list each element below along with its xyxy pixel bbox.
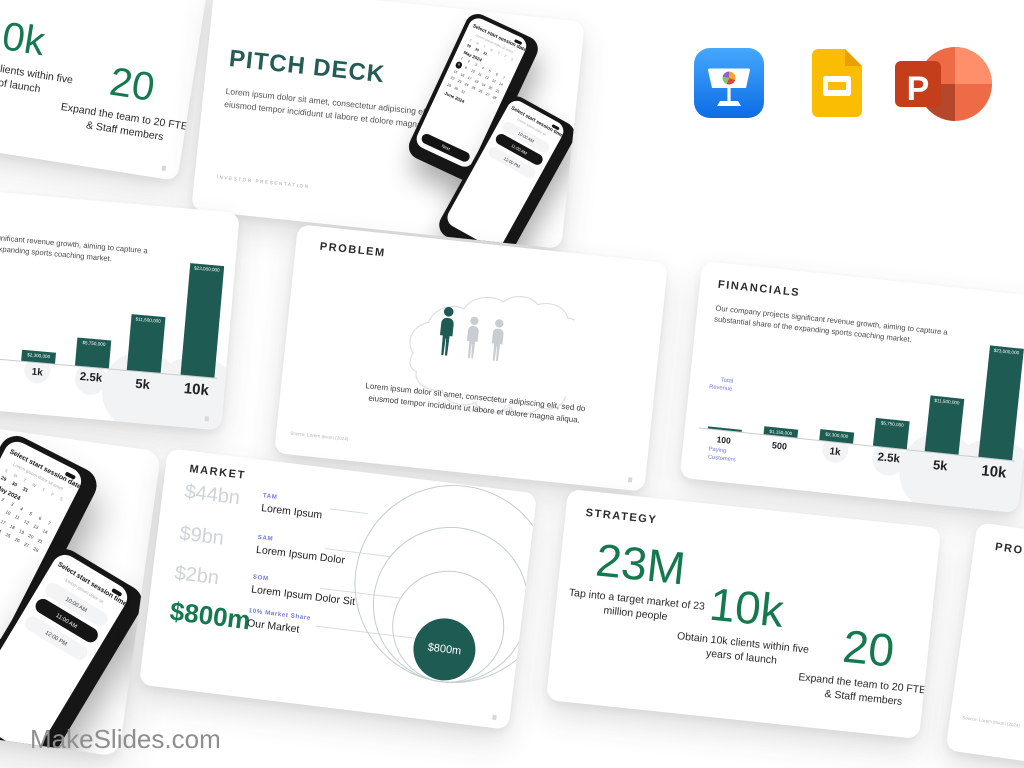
bar-value-label: $23,000,000: [993, 347, 1020, 355]
bar-column: $1,150,000 500: [757, 268, 822, 452]
slide-strategy: STRATEGY 23M Tap into a target market of …: [545, 488, 942, 740]
next-button: Next: [0, 593, 2, 637]
revenue-bar: $5,750,000: [872, 417, 910, 450]
weekday-label: F: [503, 53, 508, 59]
weekday-label: S: [510, 56, 515, 62]
strategy-stat: 20 Expand the team to 20 FTEs & Staff mem…: [57, 54, 202, 149]
bar-value-label: $2,300,000: [825, 431, 849, 439]
market-amount: $2bn: [173, 562, 221, 590]
prev-month-day: 31: [482, 50, 489, 56]
keynote-icon[interactable]: [694, 48, 764, 118]
revenue-bar: $5,750,000: [74, 337, 112, 369]
next-button: Next: [419, 132, 472, 164]
person-icon: [466, 316, 479, 359]
weekday-label: T: [497, 50, 501, 56]
stat-caption: Expand the team to 20 FTEs & Staff membe…: [797, 671, 932, 709]
weekday-label: M: [475, 40, 480, 46]
revenue-bar: $23,000,000: [180, 263, 225, 378]
slide-title: PROBLEM: [994, 541, 1024, 563]
slide-problem-partial: PROBLEM Source: Lorem Ipsum (2024): [945, 522, 1024, 768]
slide-pitch-deck: PITCH DECK Lorem ipsum dolor sit amet, c…: [191, 0, 585, 249]
svg-text:P: P: [907, 70, 930, 108]
prev-month-day: 29: [0, 474, 8, 482]
weekday-label: F: [50, 490, 56, 497]
weekday-label: T: [41, 486, 47, 493]
x-tick-label: 100: [716, 434, 732, 446]
weekday-label: S: [468, 37, 473, 43]
weekday-label: T: [22, 476, 28, 483]
slide-title: MARKET: [188, 463, 247, 482]
revenue-bar: $23,000,000: [978, 345, 1024, 461]
person-icon: [439, 306, 454, 356]
bar-value-label: $11,500,000: [934, 397, 960, 405]
source-note: Source: Lorem Ipsum (2024): [961, 715, 1021, 729]
slide-market: MARKET $44bn TAM Lorem Ipsum $9bn SAM Lorem I…: [138, 448, 538, 730]
page-number-mark: [161, 165, 167, 172]
prev-month-day: 31: [21, 485, 30, 493]
slide-title: PITCH DECK: [227, 45, 387, 89]
person-icons-group: [433, 305, 510, 362]
bar-value-label: $5,750,000: [82, 339, 106, 347]
google-slides-icon[interactable]: [812, 49, 862, 117]
weekday-label: S: [59, 495, 65, 502]
bar-value-label: $1,150,000: [769, 428, 793, 436]
x-tick-label: 1k: [31, 366, 44, 379]
strategy-stat: 20 Expand the team to 20 FTEs & Staff mem…: [795, 618, 938, 712]
bar-value-label: $11,500,000: [135, 316, 162, 324]
bar-column: $2,300,000 1k: [14, 195, 76, 379]
revenue-bar: $11,500,000: [126, 314, 166, 373]
bar-column: $5,750,000 2.5k: [68, 199, 130, 385]
slide-financials-partial: FINANCIALS Our company projects signific…: [0, 183, 240, 431]
x-axis-label: Paying Customers: [707, 446, 737, 464]
page-number-mark: [492, 714, 497, 721]
slide-problem: PROBLEM Lorem ipsum dolor sit amet, cons…: [273, 224, 669, 492]
prev-month-day: 29: [466, 42, 472, 49]
page-number-mark: [204, 415, 210, 422]
weekday-label: M: [12, 471, 19, 479]
region-map-outline: [409, 296, 578, 415]
revenue-bar: $1,150,000: [763, 426, 799, 438]
x-tick-label: 500: [771, 440, 788, 452]
weekday-label: T: [482, 44, 487, 49]
x-tick-label: 500: [0, 360, 6, 374]
slide-title: STRATEGY: [585, 506, 658, 527]
weekday-label: S: [3, 467, 9, 474]
bar-value-label: $5,750,000: [880, 419, 905, 428]
market-row-text: TAM Lorem Ipsum: [261, 492, 324, 521]
slide-title: PROBLEM: [319, 240, 387, 260]
market-amount: $44bn: [183, 480, 242, 510]
prev-month-day: 30: [474, 46, 480, 53]
slide-financials: FINANCIALS Our company projects signific…: [679, 260, 1024, 514]
market-row-text: 10% Market Share Our Market: [246, 607, 311, 636]
weekday-label: W: [489, 47, 495, 53]
market-amount: $800m: [168, 595, 253, 636]
bar-value-label: $2,300,000: [27, 351, 51, 359]
slide-footer: INVESTOR PRESENTATION: [216, 174, 310, 190]
market-amount: $9bn: [178, 522, 226, 550]
connector-line: [329, 508, 368, 515]
prev-month-day: 30: [11, 480, 19, 488]
bar-column: 100: [701, 262, 766, 446]
bar-value-label: $23,000,000: [193, 264, 220, 273]
source-note: Source: Lorem Ipsum (2024): [289, 430, 349, 442]
bubble-label: $800m: [426, 641, 462, 658]
brand-wordmark: MakeSlides.com: [30, 724, 221, 754]
revenue-bar: $11,500,000: [924, 395, 965, 455]
stat-value: 20: [840, 619, 897, 677]
bar-column: $23,000,000 10k: [174, 209, 236, 399]
bar-column: $2,300,000 1k: [812, 274, 877, 458]
person-icon: [491, 319, 504, 362]
stat-value: 10k: [707, 577, 787, 638]
weekday-label: W: [31, 481, 38, 488]
page-number-mark: [627, 477, 633, 483]
slide-cover-partial-phones: Select start session date Lorem ipsum do…: [0, 382, 162, 757]
x-tick-label: 1k: [828, 446, 842, 459]
powerpoint-icon[interactable]: P: [893, 44, 995, 124]
bar-column: $11,500,000 5k: [120, 204, 182, 392]
